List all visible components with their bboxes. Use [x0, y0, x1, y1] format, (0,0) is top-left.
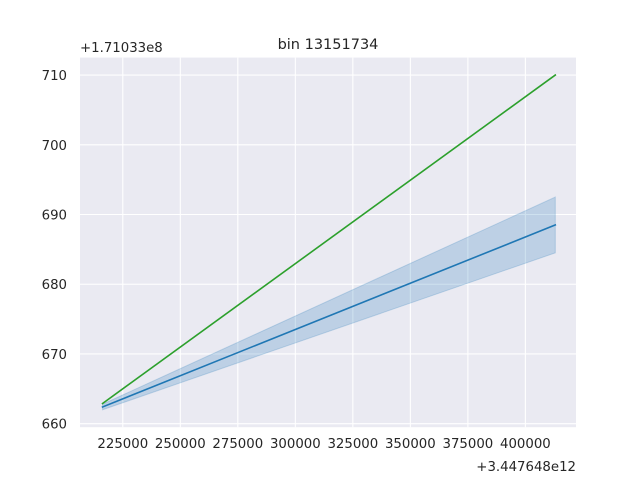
y-axis-ticks: 660 670 680 690 700 710: [42, 69, 67, 433]
x-tick-label: 325000: [327, 437, 378, 452]
x-tick-label: 300000: [270, 437, 321, 452]
y-tick-label: 710: [42, 69, 67, 84]
x-tick-label: 250000: [155, 437, 206, 452]
y-tick-label: 660: [42, 418, 67, 433]
x-tick-label: 225000: [97, 437, 148, 452]
series-line-0: [101, 73, 557, 405]
x-tick-label: 375000: [442, 437, 493, 452]
x-axis-ticks: 225000 250000 275000 300000 325000 350000 3750…: [97, 437, 550, 452]
series-line-1: [101, 223, 557, 409]
x-tick-label: 350000: [385, 437, 436, 452]
x-offset-label: +3.447648e12: [476, 460, 576, 475]
y-tick-label: 680: [42, 278, 67, 293]
grid: [80, 57, 576, 428]
series-layer: [101, 73, 557, 411]
confidence-band-1: [102, 196, 556, 411]
x-tick-label: 275000: [212, 437, 263, 452]
chart-title: bin 13151734: [278, 37, 379, 53]
y-tick-label: 670: [42, 348, 67, 363]
y-tick-label: 700: [42, 139, 67, 154]
x-tick-label: 400000: [500, 437, 551, 452]
y-tick-label: 690: [42, 209, 67, 224]
y-offset-label: +1.71033e8: [80, 41, 163, 56]
